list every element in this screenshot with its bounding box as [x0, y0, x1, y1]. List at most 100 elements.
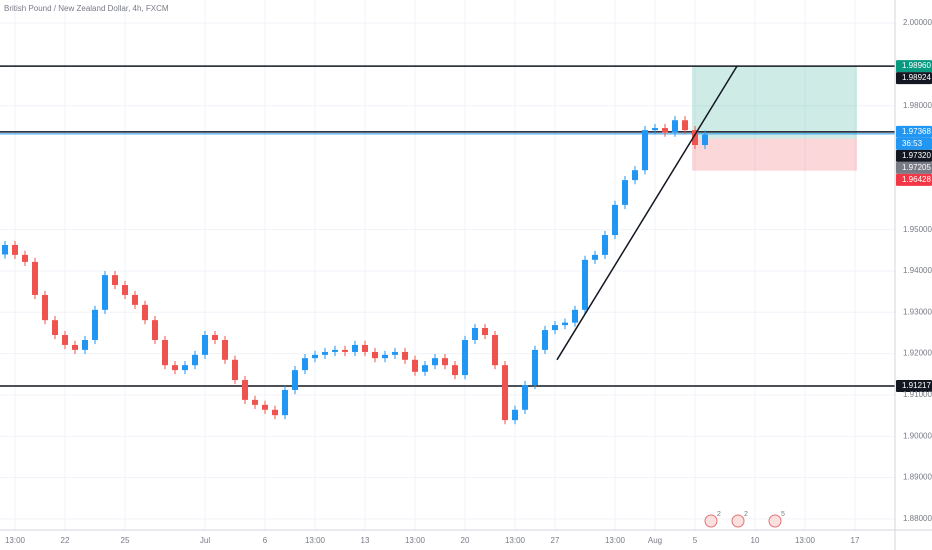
candle-body — [602, 235, 608, 255]
price-tag-label: 1.96428 — [902, 175, 931, 184]
candle-body — [392, 351, 398, 355]
candle-body — [142, 304, 148, 321]
y-tick-label: 1.98000 — [903, 101, 932, 110]
x-tick-label: 13:00 — [5, 536, 26, 545]
x-tick-label: 13 — [361, 536, 370, 545]
candle-body — [472, 327, 478, 340]
candle-body — [482, 327, 488, 336]
candle-body — [662, 128, 668, 133]
candle-body — [362, 344, 368, 352]
x-tick-label: Aug — [648, 536, 662, 545]
candle-body — [272, 409, 278, 416]
candle-body — [422, 365, 428, 372]
candle-body — [302, 358, 308, 371]
candle-body — [532, 349, 538, 386]
x-tick-label: 17 — [851, 536, 860, 545]
candle-body — [512, 409, 518, 421]
candle-body — [462, 339, 468, 376]
candle-body — [452, 365, 458, 376]
candle-body — [442, 358, 448, 366]
candle-body — [162, 339, 168, 366]
candle-body — [2, 244, 8, 255]
x-tick-label: 22 — [61, 536, 70, 545]
candle-body — [212, 335, 218, 340]
x-tick-label: 27 — [551, 536, 560, 545]
candle-body — [42, 294, 48, 321]
x-tick-label: 10 — [751, 536, 760, 545]
candle-body — [572, 309, 578, 323]
candle-body — [262, 404, 268, 410]
x-tick-label: 13:00 — [795, 536, 816, 545]
chart-title: British Pound / New Zealand Dollar, 4h, … — [4, 4, 169, 13]
candle-body — [562, 322, 568, 326]
price-tag — [896, 125, 932, 138]
candle-body — [72, 344, 78, 350]
candle-body — [592, 254, 598, 260]
y-tick-label: 2.00000 — [903, 18, 932, 27]
candle-body — [112, 275, 118, 286]
x-tick-label: Jul — [200, 536, 210, 545]
candle-body — [242, 380, 248, 400]
x-tick-label: 13:00 — [605, 536, 626, 545]
candle-body — [582, 259, 588, 310]
candle-body — [32, 261, 38, 295]
candle-body — [182, 365, 188, 371]
price-tag-label: 1.98960 — [902, 61, 931, 70]
event-count: 2 — [717, 511, 721, 518]
y-tick-label: 1.93000 — [903, 307, 932, 316]
y-tick-label: 1.89000 — [903, 473, 932, 482]
profit-zone — [692, 66, 857, 139]
x-tick-label: 6 — [263, 536, 268, 545]
candle-body — [542, 330, 548, 350]
candle-body — [342, 349, 348, 352]
x-tick-label: 5 — [693, 536, 698, 545]
candle-body — [22, 254, 28, 262]
price-tag — [896, 149, 932, 162]
x-tick-label: 20 — [461, 536, 470, 545]
candle-body — [652, 128, 658, 131]
candle-body — [612, 204, 618, 236]
price-tags: 1.98960 1.98924 1.97368 36:53 1.97320 1.97205… — [896, 60, 932, 392]
price-tag-label: 1.97368 — [902, 127, 931, 136]
price-tag-label: 1.97205 — [902, 163, 931, 172]
candle-body — [122, 285, 128, 295]
candle-body — [52, 320, 58, 336]
candle-body — [12, 244, 18, 255]
price-tag-label: 1.91217 — [902, 381, 931, 390]
event-icon — [704, 514, 718, 528]
candle-body — [672, 120, 678, 133]
candle-body — [502, 365, 508, 421]
candle-body — [642, 130, 648, 171]
y-tick-label: 1.88000 — [903, 514, 932, 523]
x-tick-label: 13:00 — [305, 536, 326, 545]
price-tag-label: 36:53 — [902, 139, 923, 148]
y-tick-label: 1.94000 — [903, 266, 932, 275]
event-count: 5 — [781, 511, 785, 518]
price-tag — [896, 379, 932, 392]
candle-body — [252, 399, 258, 405]
event-icon — [768, 514, 782, 528]
candle-body — [102, 275, 108, 310]
candle-body — [492, 335, 498, 366]
y-tick-label: 1.92000 — [903, 349, 932, 358]
price-tag-label: 1.97320 — [902, 151, 931, 160]
loss-zone — [692, 138, 857, 171]
candle-body — [202, 335, 208, 355]
y-tick-label: 1.91000 — [903, 390, 932, 399]
candle-body — [402, 351, 408, 360]
x-tick-label: 13:00 — [505, 536, 526, 545]
candle-body — [522, 385, 528, 410]
candle-body — [432, 358, 438, 366]
candle-body — [682, 120, 688, 131]
candle-body — [232, 359, 238, 381]
price-tag — [896, 173, 932, 186]
candle-body — [282, 389, 288, 416]
candle-body — [152, 320, 158, 340]
event-icon — [731, 514, 745, 528]
candle-body — [692, 130, 698, 145]
candle-body — [372, 351, 378, 359]
price-tag — [896, 161, 932, 174]
candle-body — [552, 325, 558, 331]
candle-body — [62, 335, 68, 345]
